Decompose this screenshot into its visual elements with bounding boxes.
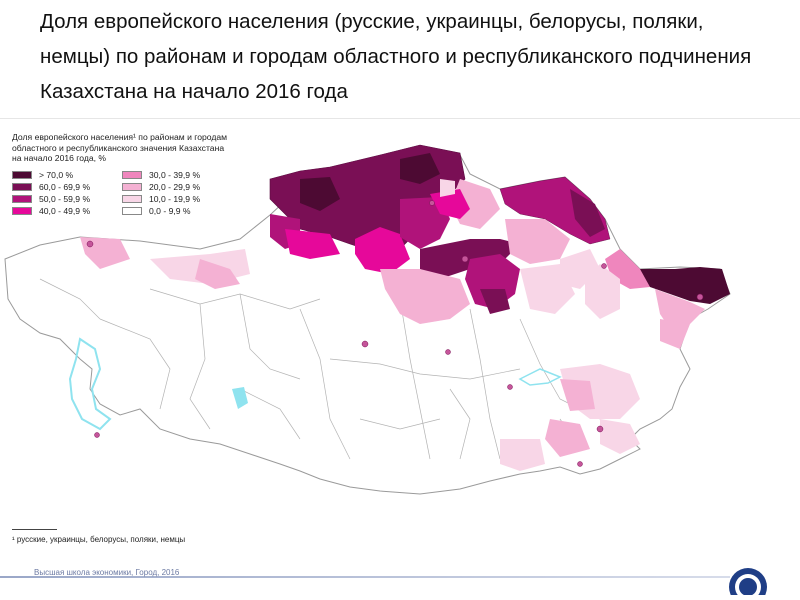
legend-item: 50,0 - 59,9 % [12, 194, 122, 204]
legend-label: 10,0 - 19,9 % [149, 193, 201, 204]
footer-text: Высшая школа экономики, Город, 2016 [34, 568, 180, 577]
legend-item: > 70,0 % [12, 170, 122, 180]
legend-label: 20,0 - 29,9 % [149, 181, 201, 192]
map-footnote: ¹ русские, украинцы, белорусы, поляки, н… [12, 529, 272, 544]
slide-title: Доля европейского населения (русские, ук… [40, 10, 752, 103]
legend-grid: > 70,0 % 30,0 - 39,9 % 60,0 - 69,9 % 20,0 -… [12, 170, 332, 216]
legend-label: 40,0 - 49,9 % [39, 205, 91, 216]
legend-item: 20,0 - 29,9 % [122, 182, 232, 192]
footer-bar: Высшая школа экономики, Город, 2016 [0, 568, 800, 600]
aral-sea [232, 387, 248, 409]
legend-swatch [12, 206, 32, 215]
caspian-sea [68, 337, 112, 431]
university-seal-icon [729, 568, 767, 595]
legend-item: 30,0 - 39,9 % [122, 170, 232, 180]
map-panel: Доля европейского населения¹ по районам … [0, 118, 800, 581]
legend-swatch [12, 194, 32, 203]
city-markers [86, 200, 704, 467]
legend-title-line: Доля европейского населения¹ по районам … [12, 132, 228, 142]
legend-item: 60,0 - 69,9 % [12, 182, 122, 192]
legend-label: 0,0 - 9,9 % [149, 205, 191, 216]
legend-swatch [122, 182, 142, 191]
legend-title: Доля европейского населения¹ по районам … [12, 132, 332, 164]
legend-label: > 70,0 % [39, 169, 74, 180]
legend-swatch [122, 206, 142, 215]
footer-divider [0, 576, 730, 578]
balkhash-lake [518, 368, 562, 386]
legend-title-line: областного и республиканского значения К… [12, 142, 225, 153]
footnote-text: ¹ русские, украинцы, белорусы, поляки, н… [12, 535, 186, 544]
legend-title-line: на начало 2016 года, % [12, 153, 107, 163]
legend-item: 10,0 - 19,9 % [122, 194, 232, 204]
legend-swatch [122, 170, 142, 179]
legend-label: 60,0 - 69,9 % [39, 181, 91, 192]
region-east-dark [635, 267, 730, 304]
legend-swatch [12, 170, 32, 179]
legend-label: 30,0 - 39,9 % [149, 169, 201, 180]
legend-label: 50,0 - 59,9 % [39, 193, 91, 204]
legend-item: 0,0 - 9,9 % [122, 206, 232, 216]
map-legend: Доля европейского населения¹ по районам … [12, 132, 332, 216]
legend-swatch [12, 182, 32, 191]
footnote-rule [12, 529, 57, 530]
legend-swatch [122, 194, 142, 203]
kazakhstan-map [4, 144, 731, 495]
legend-item: 40,0 - 49,9 % [12, 206, 122, 216]
